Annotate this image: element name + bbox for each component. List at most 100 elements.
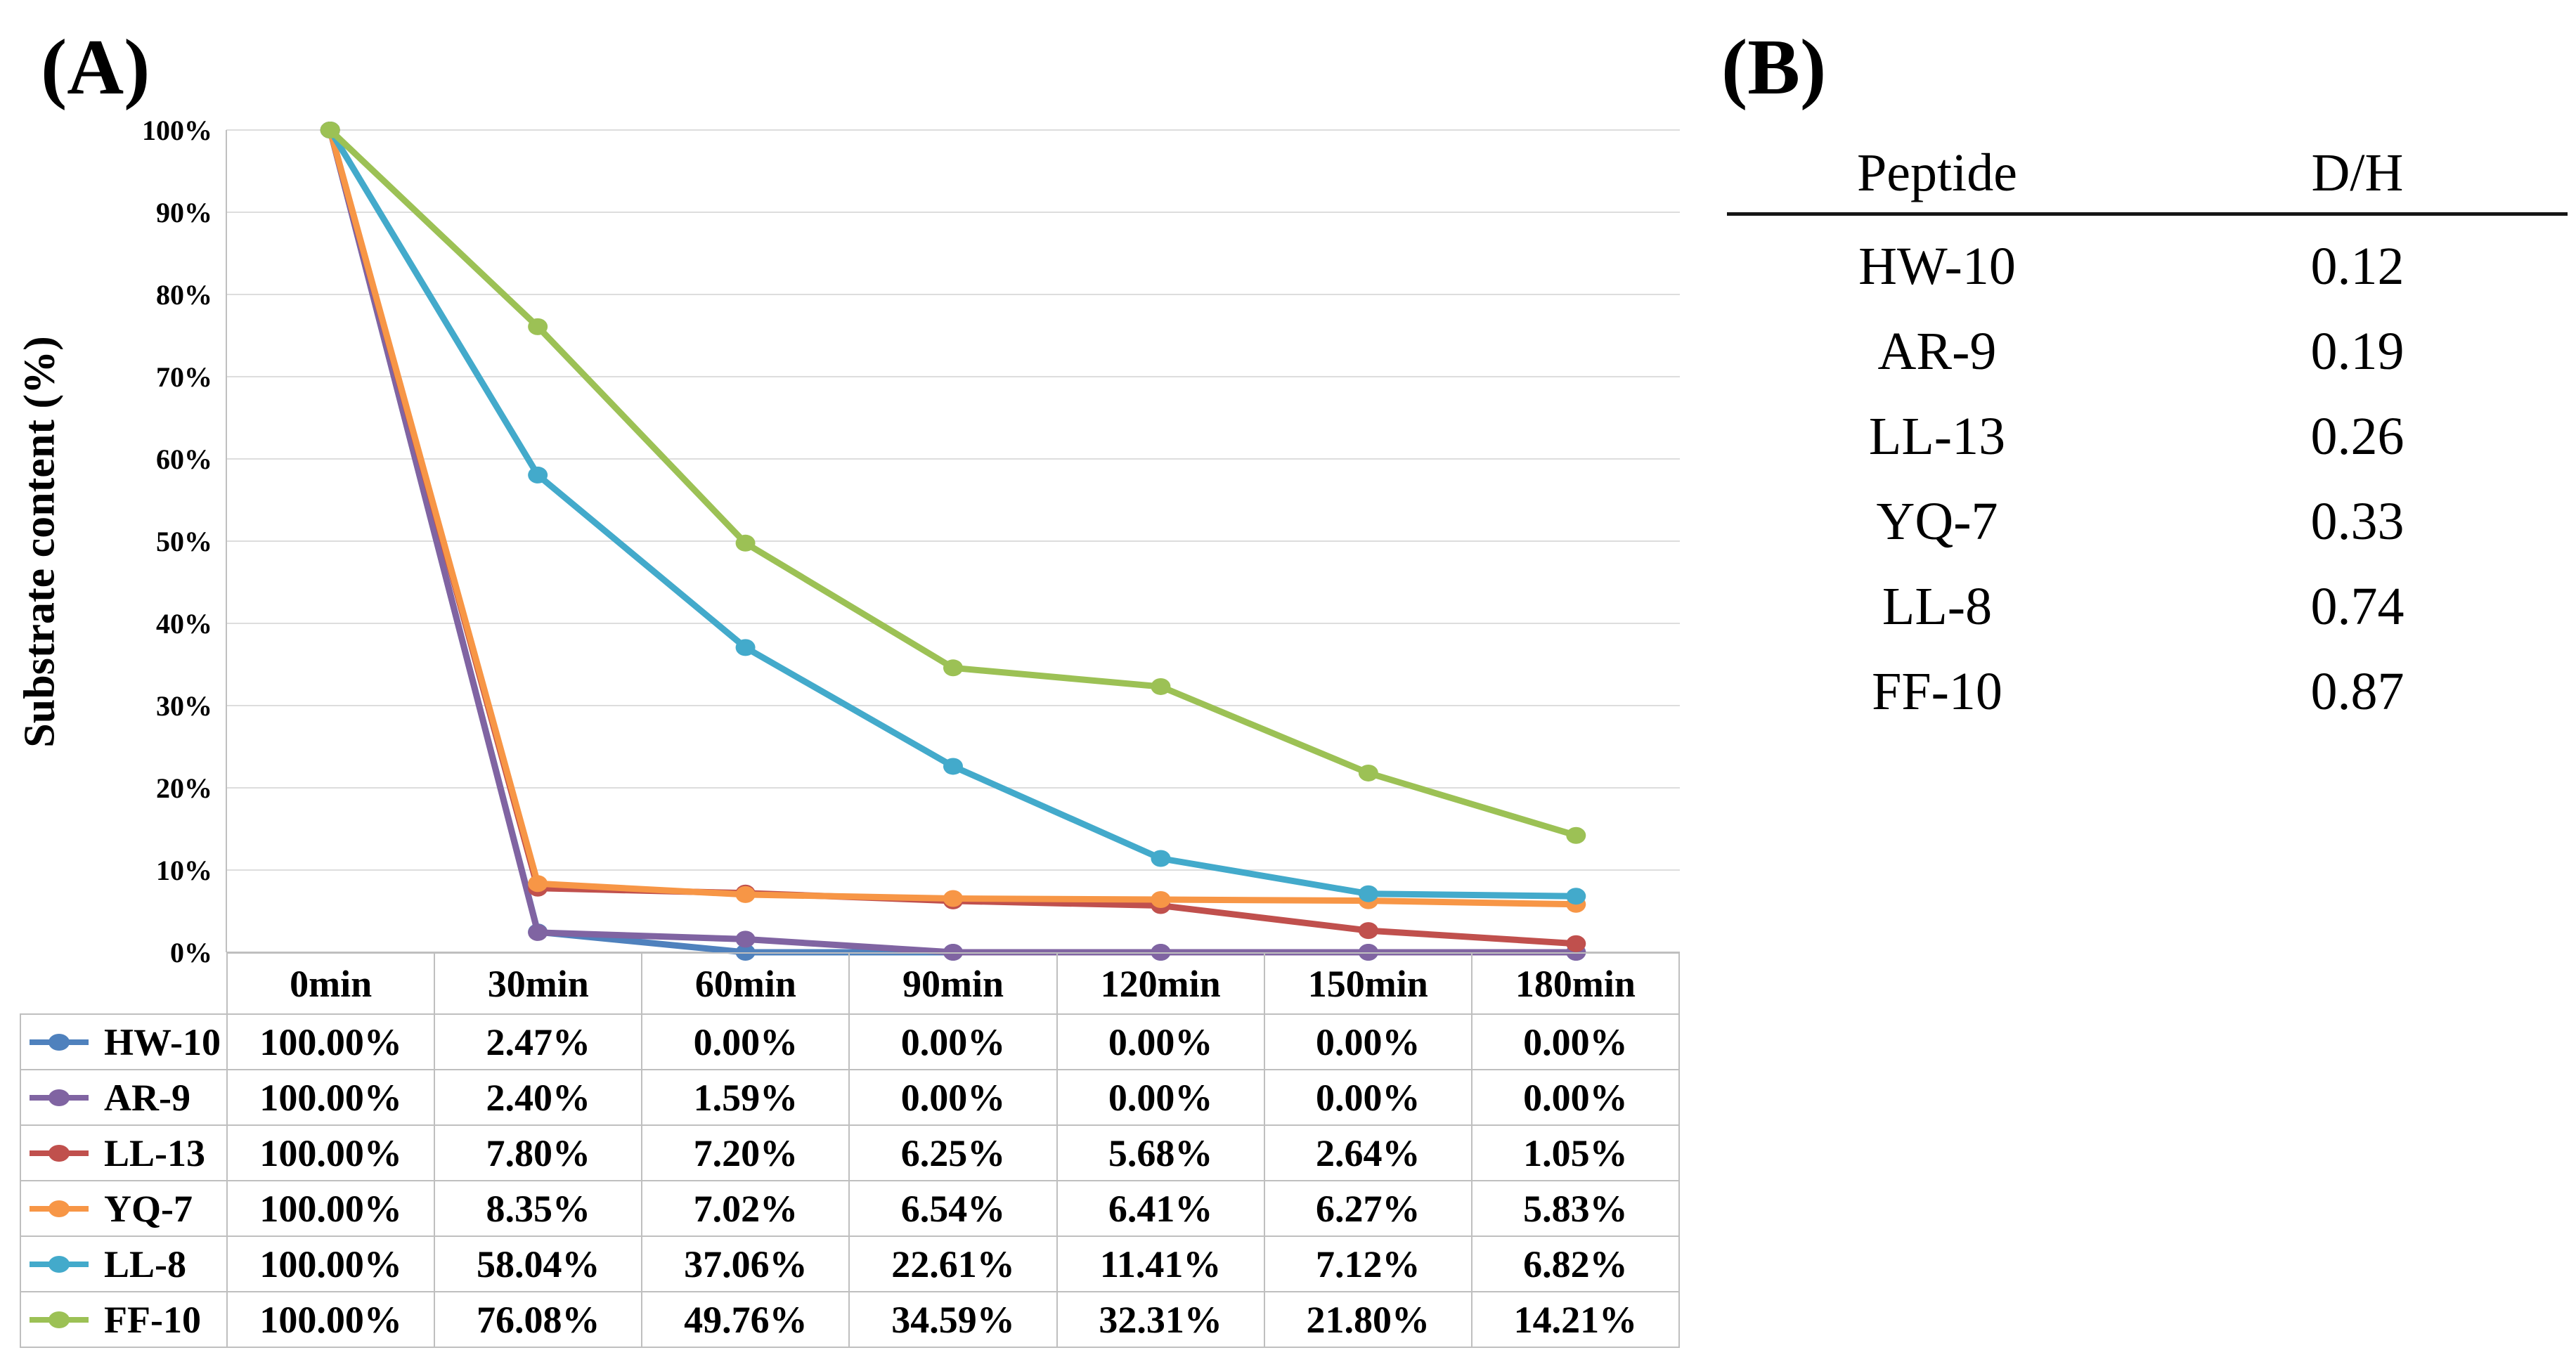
- table-row-yq-7: YQ-7 100.00% 8.35% 7.02% 6.54% 6.41% 6.27% 5.83…: [19, 1180, 1681, 1237]
- value-cell: 0.00%: [1470, 1069, 1681, 1126]
- series-line-ff-10: [327, 127, 1579, 839]
- legend-cell: YQ-7: [19, 1180, 228, 1237]
- series-name-label: AR-9: [104, 1076, 190, 1119]
- peptide-dh-table-header: Peptide D/H: [1727, 134, 2568, 212]
- y-tick-label: 50%: [156, 526, 212, 557]
- table-row-hw-10: HW-10 0.12: [1727, 224, 2568, 309]
- peptide-name: HW-10: [1858, 237, 2016, 296]
- peptide-name: LL-8: [1882, 577, 1993, 636]
- value-cell: 100.00%: [226, 1124, 436, 1181]
- legend-key-icon: [30, 1089, 89, 1107]
- value-cell: 2.47%: [434, 1013, 643, 1070]
- value-cell: 0.00%: [1056, 1069, 1265, 1126]
- value-cell: 22.61%: [848, 1235, 1058, 1292]
- value-cell: 7.02%: [641, 1180, 850, 1237]
- column-header-peptide: Peptide: [1857, 143, 2017, 202]
- table-row-ff-10: FF-10 0.87: [1727, 649, 2568, 734]
- table-header-rule: [1727, 212, 2568, 216]
- data-point-yq-7: [528, 875, 548, 893]
- value-cell: 0.00%: [1056, 1013, 1265, 1070]
- value-cell: 7.20%: [641, 1124, 850, 1181]
- panel-a-label: (A): [41, 24, 150, 111]
- table-row-ll-13: LL-13 100.00% 7.80% 7.20% 6.25% 5.68% 2.64% 1.0…: [19, 1124, 1681, 1181]
- data-point-ll-8: [943, 758, 963, 775]
- table-row-hw-10: HW-10 100.00% 2.47% 0.00% 0.00% 0.00% 0.00% 0.0…: [19, 1013, 1681, 1070]
- peptide-name: FF-10: [1872, 662, 2002, 721]
- dh-value: 0.19: [2310, 322, 2405, 381]
- value-cell: 8.35%: [434, 1180, 643, 1237]
- value-cell: 14.21%: [1470, 1291, 1681, 1348]
- x-category-header: 0min: [226, 952, 436, 1015]
- value-cell: 0.00%: [641, 1013, 850, 1070]
- value-cell: 1.59%: [641, 1069, 850, 1126]
- legend-cell: HW-10: [19, 1013, 228, 1070]
- x-category-header: 90min: [848, 952, 1058, 1015]
- value-cell: 11.41%: [1056, 1235, 1265, 1292]
- data-point-ll-8: [735, 639, 756, 656]
- value-cell: 5.68%: [1056, 1124, 1265, 1181]
- value-cell: 5.83%: [1470, 1180, 1681, 1237]
- value-cell: 34.59%: [848, 1291, 1058, 1348]
- value-cell: 6.25%: [848, 1124, 1058, 1181]
- y-tick-label: 80%: [156, 279, 212, 311]
- value-cell: 0.00%: [1263, 1069, 1473, 1126]
- data-point-ar-9: [528, 923, 548, 941]
- data-point-ll-13: [1566, 935, 1586, 952]
- peptide-name: YQ-7: [1876, 492, 1998, 551]
- table-row-ll-13: LL-13 0.26: [1727, 394, 2568, 479]
- value-cell: 100.00%: [226, 1069, 436, 1126]
- legend-key-icon: [30, 1311, 89, 1329]
- legend-cell: FF-10: [19, 1291, 228, 1348]
- peptide-dh-table-rows: HW-10 0.12 AR-9 0.19 LL-13 0.26 YQ-7 0.33 LL-8 0.…: [1727, 216, 2568, 734]
- y-tick-label: 60%: [156, 443, 212, 475]
- data-point-ll-8: [528, 466, 548, 484]
- legend-key-icon: [30, 1144, 89, 1162]
- dh-value: 0.74: [2310, 577, 2405, 636]
- series-line-ll-13: [327, 127, 1579, 947]
- table-corner-cell: [20, 953, 228, 1015]
- data-point-yq-7: [943, 890, 963, 907]
- value-cell: 100.00%: [226, 1180, 436, 1237]
- value-cell: 0.00%: [848, 1013, 1058, 1070]
- legend-cell: LL-8: [19, 1235, 228, 1292]
- value-cell: 100.00%: [226, 1291, 436, 1348]
- x-category-header: 120min: [1056, 952, 1265, 1015]
- data-point-ar-9: [735, 930, 756, 948]
- data-point-ff-10: [1358, 764, 1378, 781]
- data-point-ff-10: [528, 318, 548, 335]
- chart-data-table: 0min 30min 60min 90min 120min 150min 180min HW-…: [19, 952, 1681, 1348]
- panel-b-label: (B): [1721, 24, 1827, 111]
- value-cell: 1.05%: [1470, 1124, 1681, 1181]
- series-name-label: LL-13: [104, 1131, 206, 1174]
- y-tick-label: 20%: [156, 772, 212, 804]
- data-point-ll-8: [1566, 888, 1586, 905]
- dh-value: 0.87: [2310, 662, 2405, 721]
- value-cell: 76.08%: [434, 1291, 643, 1348]
- data-point-ff-10: [320, 122, 340, 138]
- value-cell: 0.00%: [1470, 1013, 1681, 1070]
- y-tick-label: 70%: [156, 361, 212, 393]
- value-cell: 7.12%: [1263, 1235, 1473, 1292]
- table-row-ff-10: FF-10 100.00% 76.08% 49.76% 34.59% 32.31% 21.8…: [19, 1291, 1681, 1348]
- data-point-ff-10: [1566, 826, 1586, 844]
- series-name-label: HW-10: [104, 1020, 221, 1063]
- value-cell: 58.04%: [434, 1235, 643, 1292]
- value-cell: 0.00%: [848, 1069, 1058, 1126]
- peptide-name: AR-9: [1877, 322, 1997, 381]
- value-cell: 37.06%: [641, 1235, 850, 1292]
- value-cell: 2.64%: [1263, 1124, 1473, 1181]
- data-point-ff-10: [1151, 677, 1171, 695]
- value-cell: 6.41%: [1056, 1180, 1265, 1237]
- data-point-ff-10: [735, 534, 756, 552]
- legend-key-icon: [30, 1200, 89, 1218]
- x-category-header: 180min: [1470, 952, 1681, 1015]
- legend-cell: AR-9: [19, 1069, 228, 1126]
- series-name-label: FF-10: [104, 1298, 201, 1341]
- x-category-header: 30min: [434, 952, 643, 1015]
- value-cell: 6.82%: [1470, 1235, 1681, 1292]
- table-row-yq-7: YQ-7 0.33: [1727, 479, 2568, 564]
- table-row-ar-9: AR-9 0.19: [1727, 309, 2568, 394]
- dh-value: 0.12: [2310, 237, 2405, 296]
